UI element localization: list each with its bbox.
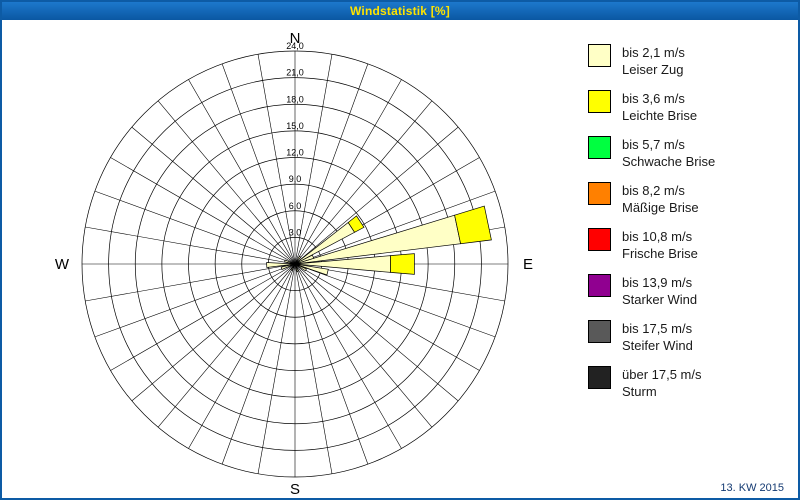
ring-labels: 3,0 6,0 9,0 12,0 15,0 18,0 21,0 24,0 [286,41,304,237]
legend-item: bis 17,5 m/s Steifer Wind [588,320,715,354]
legend-swatch-sturm [588,366,611,389]
legend-speed: über 17,5 m/s [622,367,702,382]
legend-swatch-starker-wind [588,274,611,297]
legend-item: bis 13,9 m/s Starker Wind [588,274,715,308]
legend-name: Mäßige Brise [622,200,699,215]
svg-text:6,0: 6,0 [289,201,302,211]
svg-text:3,0: 3,0 [289,227,302,237]
legend-name: Schwache Brise [622,154,716,169]
legend-name: Frische Brise [622,246,698,261]
compass-labels: N S W E [55,30,533,498]
svg-text:24,0: 24,0 [286,41,304,51]
compass-west-label: W [55,256,70,273]
legend-name: Steifer Wind [622,338,693,353]
compass-south-label: S [290,481,300,498]
legend-speed: bis 2,1 m/s [622,45,685,60]
legend-speed: bis 3,6 m/s [622,91,685,106]
legend-name: Starker Wind [622,292,698,307]
windrose-chart: 3,0 6,0 9,0 12,0 15,0 18,0 21,0 24,0 N S W E [2,20,562,498]
svg-text:12,0: 12,0 [286,148,304,158]
legend-item: über 17,5 m/s Sturm [588,366,715,400]
svg-text:21,0: 21,0 [286,68,304,78]
legend-speed: bis 5,7 m/s [622,137,685,152]
svg-text:9,0: 9,0 [289,174,302,184]
legend-name: Leiser Zug [622,62,684,77]
legend-item: bis 2,1 m/s Leiser Zug [588,44,715,78]
legend-speed: bis 10,8 m/s [622,229,693,244]
legend-swatch-maessige-brise [588,182,611,205]
legend-speed: bis 8,2 m/s [622,183,685,198]
legend-speed: bis 17,5 m/s [622,321,693,336]
legend-swatch-steifer-wind [588,320,611,343]
svg-text:18,0: 18,0 [286,94,304,104]
wind-speed-legend: bis 2,1 m/s Leiser Zug bis 3,6 m/s Leich… [588,44,715,400]
legend-item: bis 8,2 m/s Mäßige Brise [588,182,715,216]
legend-name: Sturm [622,384,657,399]
window-title-bar: Windstatistik [%] [2,2,798,20]
windrose-svg: 3,0 6,0 9,0 12,0 15,0 18,0 21,0 24,0N S W E [55,30,533,498]
compass-north-label: N [290,30,301,47]
legend-speed: bis 13,9 m/s [622,275,693,290]
calendar-week-label: 13. KW 2015 [720,482,784,494]
legend-swatch-schwache-brise [588,136,611,159]
compass-east-label: E [523,256,533,273]
legend-swatch-leichte-brise [588,90,611,113]
legend-name: Leichte Brise [622,108,698,123]
legend-swatch-frische-brise [588,228,611,251]
wind-wedges [266,205,492,276]
legend-item: bis 5,7 m/s Schwache Brise [588,136,715,170]
legend-item: bis 3,6 m/s Leichte Brise [588,90,715,124]
legend-item: bis 10,8 m/s Frische Brise [588,228,715,262]
window-title: Windstatistik [%] [350,4,450,18]
svg-text:15,0: 15,0 [286,121,304,131]
legend-swatch-leiser-zug [588,44,611,67]
